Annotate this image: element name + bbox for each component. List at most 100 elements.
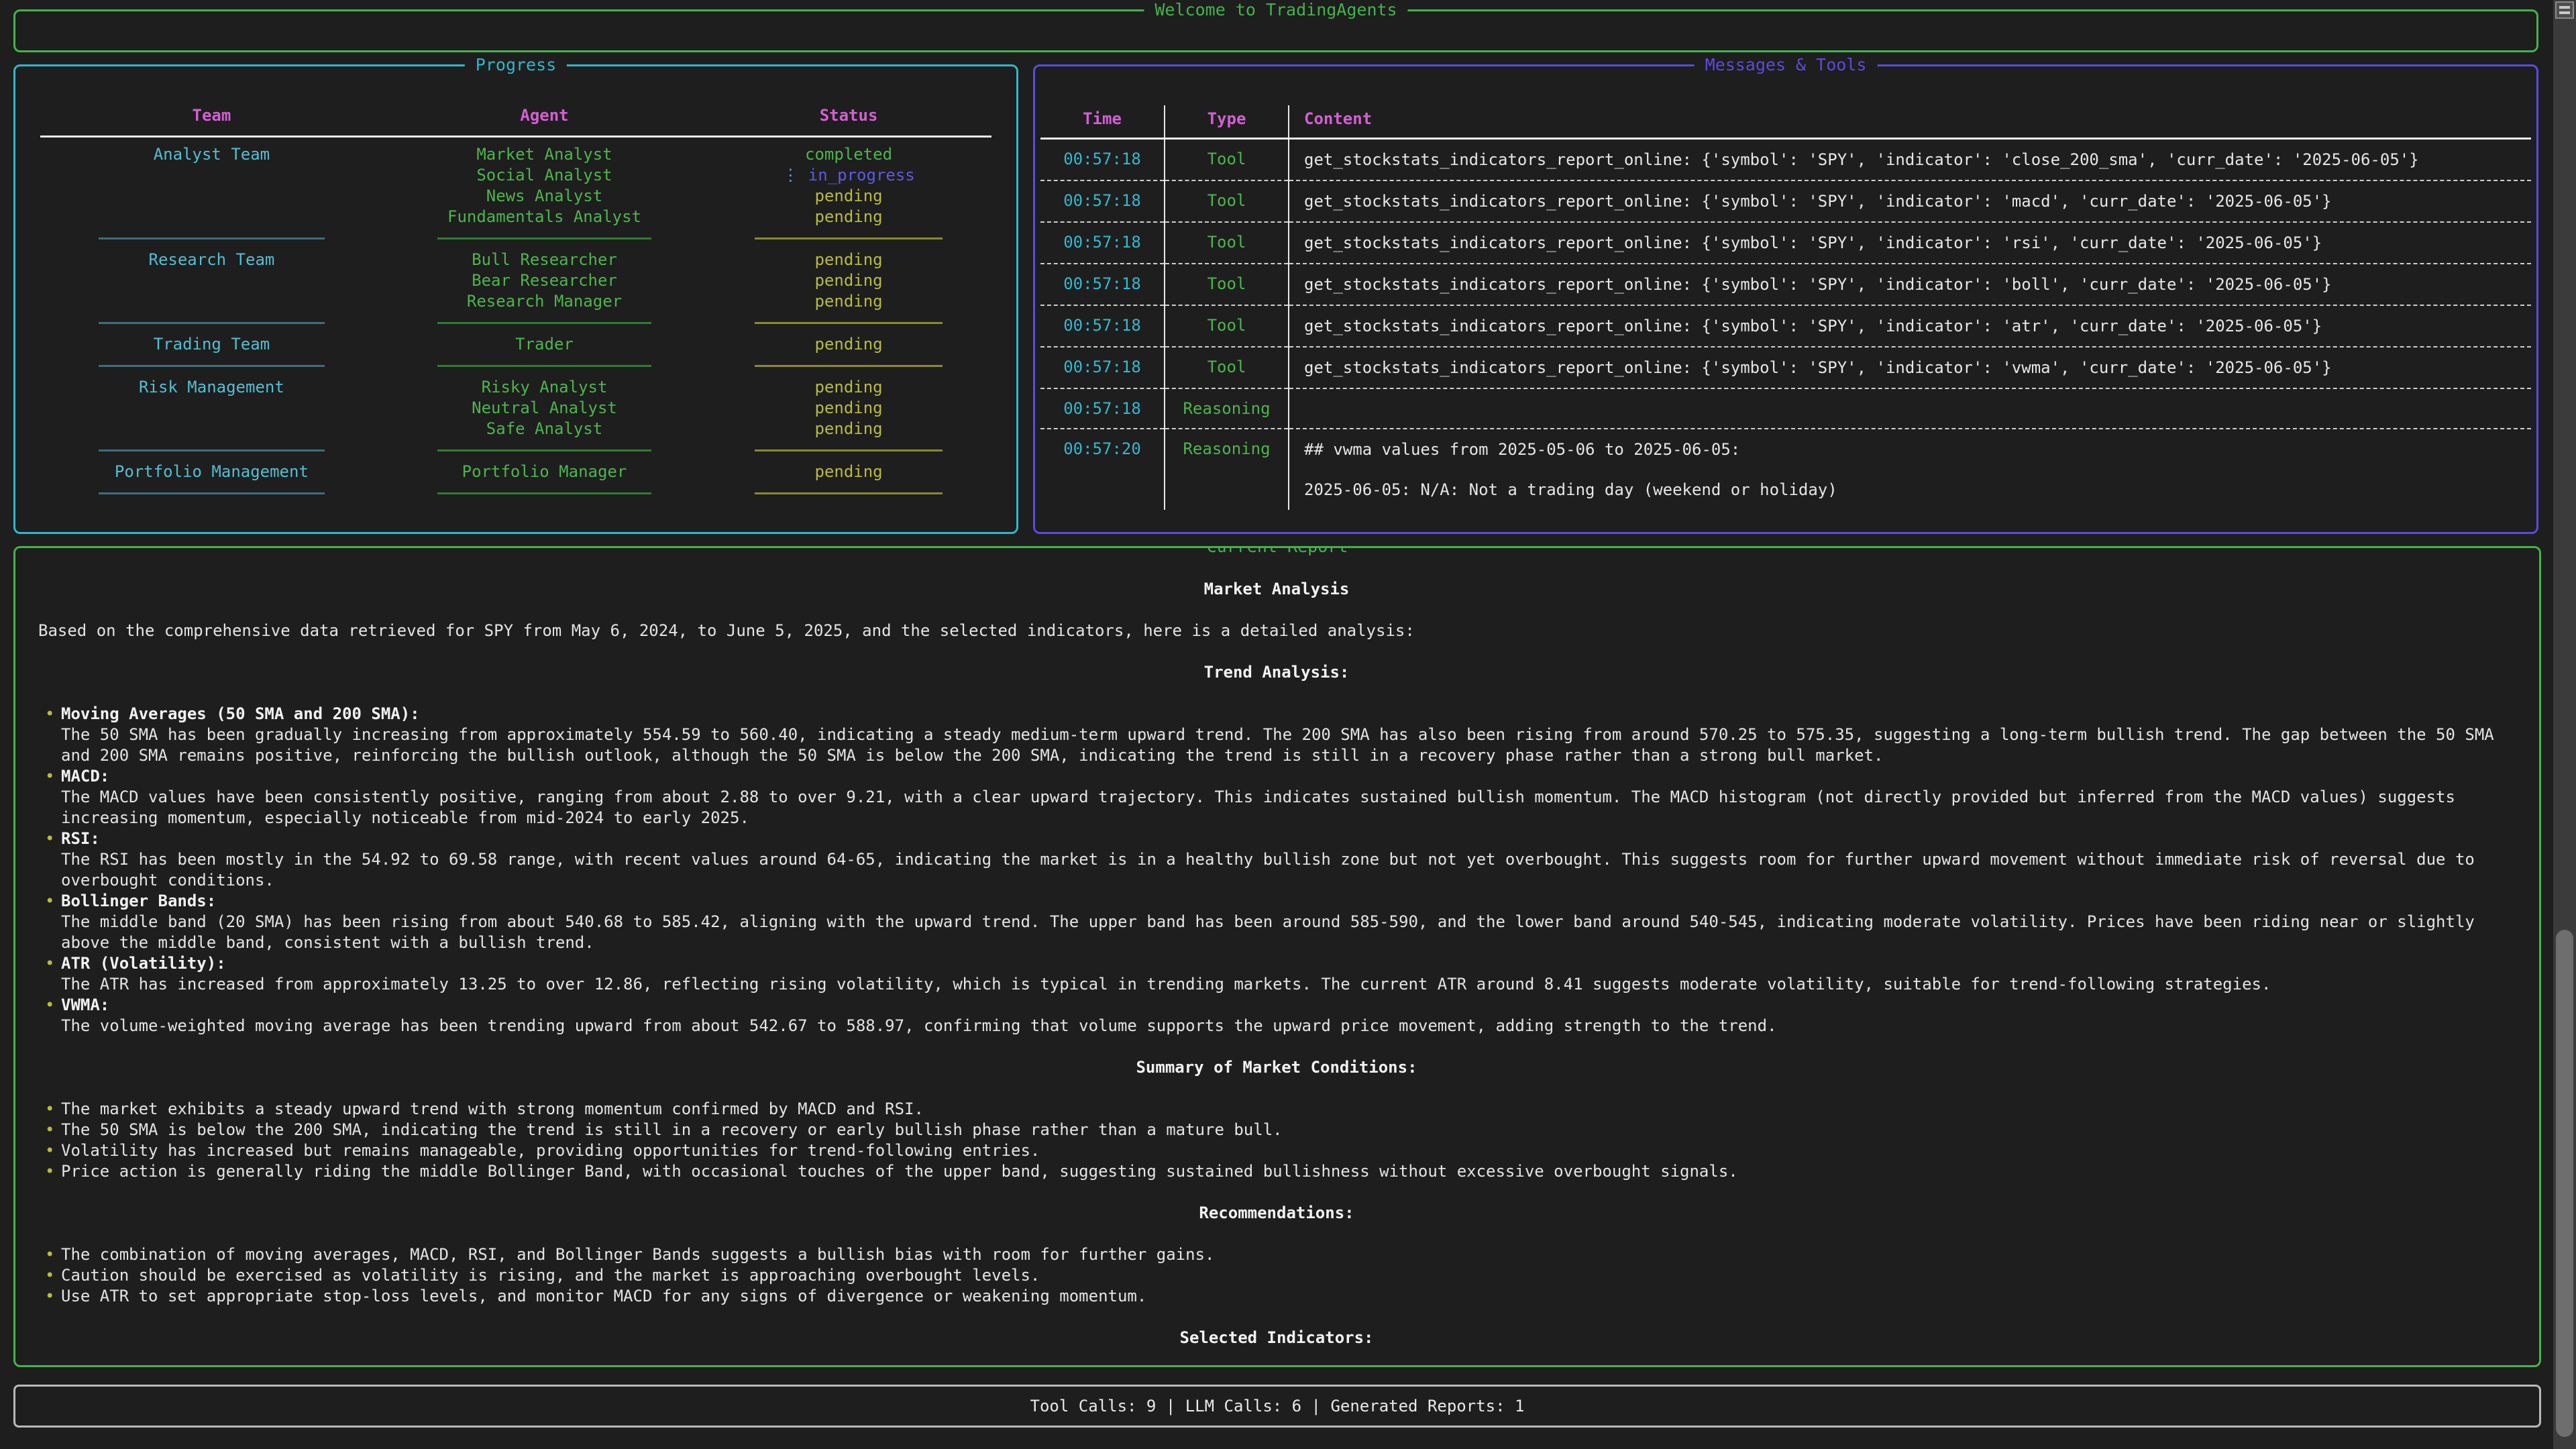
status-text: pending (814, 398, 883, 417)
bullet-icon: • (45, 829, 55, 848)
report-bullet-item: • Caution should be exercised as volatili… (38, 1265, 2515, 1286)
message-content: get_stockstats_indicators_report_online:… (1288, 222, 2531, 264)
bullet-body: The RSI has been mostly in the 54.92 to … (61, 850, 2475, 890)
bullet-body: The 50 SMA has been gradually increasing… (61, 725, 2494, 765)
bullet-body: The 50 SMA is below the 200 SMA, indicat… (61, 1120, 1283, 1139)
report-bullet-item: • RSI: The RSI has been mostly in the 54.9… (38, 828, 2515, 891)
bullet-icon: • (45, 1245, 55, 1264)
bullet-body: Volatility has increased but remains man… (61, 1141, 1040, 1160)
agent-divider-line (437, 322, 651, 324)
status-divider-line (754, 492, 943, 494)
bullet-icon: • (45, 704, 55, 723)
message-type: Tool (1164, 347, 1289, 388)
team-name: Research Team (148, 250, 275, 269)
agent-name: Bear Researcher (472, 271, 617, 290)
bullet-icon: • (45, 1287, 55, 1305)
bullet-body: The MACD values have been consistently p… (61, 788, 2455, 827)
scrollbar-thumb[interactable] (2556, 930, 2573, 1437)
scrollbar-button-icon (2559, 6, 2570, 9)
report-heading: Market Analysis (1203, 580, 1350, 598)
report-bullet-list: • The combination of moving averages, MAC… (38, 1244, 2515, 1307)
bullet-body: The volume-weighted moving average has b… (61, 1016, 1777, 1035)
bullet-icon: • (45, 767, 55, 786)
group-divider (40, 492, 991, 494)
messages-panel-title: Messages & Tools (1694, 55, 1878, 74)
message-type: Tool (1164, 264, 1289, 305)
team-divider-line (99, 449, 325, 451)
status-text: pending (814, 207, 883, 226)
agent-status: pending (706, 419, 991, 439)
app-title: Welcome to TradingAgents (1144, 0, 1408, 19)
status-list: pending (706, 462, 991, 482)
status-text: pending (814, 462, 883, 481)
progress-group-row: Research Team Bull Researcher Bear Researc… (40, 250, 991, 312)
agent-name: Neutral Analyst (472, 398, 617, 417)
scrollbar-track[interactable] (2553, 0, 2576, 1449)
agent-list: Trader (383, 334, 706, 355)
progress-col-team: Team (192, 106, 231, 125)
report-bullet-item: • The 50 SMA is below the 200 SMA, indica… (38, 1120, 2515, 1140)
message-row: 00:57:18 Tool get_stockstats_indicators_re… (1040, 180, 2531, 222)
bullet-body: The market exhibits a steady upward tren… (61, 1099, 924, 1118)
messages-table-body: 00:57:18 Tool get_stockstats_indicators_re… (1040, 138, 2531, 510)
status-text: pending (814, 250, 883, 269)
scrollbar-button-icon (2559, 11, 2570, 14)
progress-group-row: Portfolio Management Portfolio Manager pen… (40, 462, 991, 482)
progress-group-row: Analyst Team Market Analyst Social Analyst… (40, 144, 991, 227)
group-divider (40, 237, 991, 239)
group-divider (40, 365, 991, 367)
message-row: 00:57:18 Reasoning (1040, 388, 2531, 429)
report-panel-title: Current Report (1195, 548, 1359, 556)
bullet-icon: • (45, 954, 55, 973)
status-text: pending (814, 292, 883, 311)
stats-bar: Tool Calls: 9 | LLM Calls: 6 | Generated… (13, 1385, 2541, 1428)
status-list: pending pending pending (706, 250, 991, 312)
bullet-title: VWMA: (61, 996, 110, 1014)
progress-panel: Progress Team Agent Status Analyst Team M… (13, 55, 1018, 534)
messages-table: Time Type Content 00:57:18 Tool get_stocks… (1040, 105, 2531, 510)
status-list: pending (706, 334, 991, 355)
agent-name: Safe Analyst (486, 419, 603, 438)
message-time: 00:57:20 (1063, 439, 1141, 458)
report-bullet-item: • Volatility has increased but remains ma… (38, 1140, 2515, 1161)
agent-name: Portfolio Manager (462, 462, 627, 481)
agent-status: pending (706, 291, 991, 312)
messages-col-type: Type (1164, 105, 1289, 139)
message-type: Tool (1164, 180, 1289, 222)
team-name: Risk Management (139, 378, 284, 396)
status-text: pending (814, 271, 883, 290)
message-time: 00:57:18 (1063, 316, 1141, 335)
report-bullet-list: • The market exhibits a steady upward tre… (38, 1099, 2515, 1182)
messages-panel: Messages & Tools Time Type Content 00:57… (1033, 55, 2538, 534)
progress-table-body: Analyst Team Market Analyst Social Analyst… (40, 144, 991, 494)
agent-list: Bull Researcher Bear Researcher Research M… (383, 250, 706, 312)
status-text: completed (805, 145, 893, 164)
progress-header-row: Team Agent Status (40, 105, 991, 126)
messages-col-content: Content (1288, 105, 2531, 139)
message-content: get_stockstats_indicators_report_online:… (1288, 138, 2531, 180)
report-heading: Recommendations: (1199, 1203, 1354, 1222)
bullet-body: Caution should be exercised as volatilit… (61, 1266, 1040, 1285)
message-time: 00:57:18 (1063, 150, 1141, 168)
agent-status: pending (706, 186, 991, 207)
agent-name: Risky Analyst (481, 378, 608, 396)
team-divider-line (99, 322, 325, 324)
message-content: get_stockstats_indicators_report_online:… (1288, 180, 2531, 222)
scrollbar-top-button[interactable] (2555, 1, 2574, 19)
status-divider-line (754, 449, 943, 451)
report-heading: Selected Indicators: (1179, 1328, 1374, 1347)
team-divider-line (99, 365, 325, 367)
bullet-icon: • (45, 1120, 55, 1139)
message-type: Tool (1164, 222, 1289, 264)
message-time: 00:57:18 (1063, 191, 1141, 210)
status-list: completed ⋮ in_progress pending pending (706, 144, 991, 227)
report-body: Market Analysis Based on the comprehensiv… (15, 548, 2539, 1365)
agent-name: News Analyst (486, 186, 603, 205)
status-text: pending (814, 335, 883, 354)
message-content: ## vwma values from 2025-05-06 to 2025-0… (1288, 429, 2531, 510)
message-content: get_stockstats_indicators_report_online:… (1288, 305, 2531, 347)
team-name: Trading Team (153, 335, 270, 354)
agent-name: Trader (515, 335, 574, 354)
bullet-body: Price action is generally riding the mid… (61, 1162, 1738, 1181)
message-type: Reasoning (1164, 388, 1289, 429)
